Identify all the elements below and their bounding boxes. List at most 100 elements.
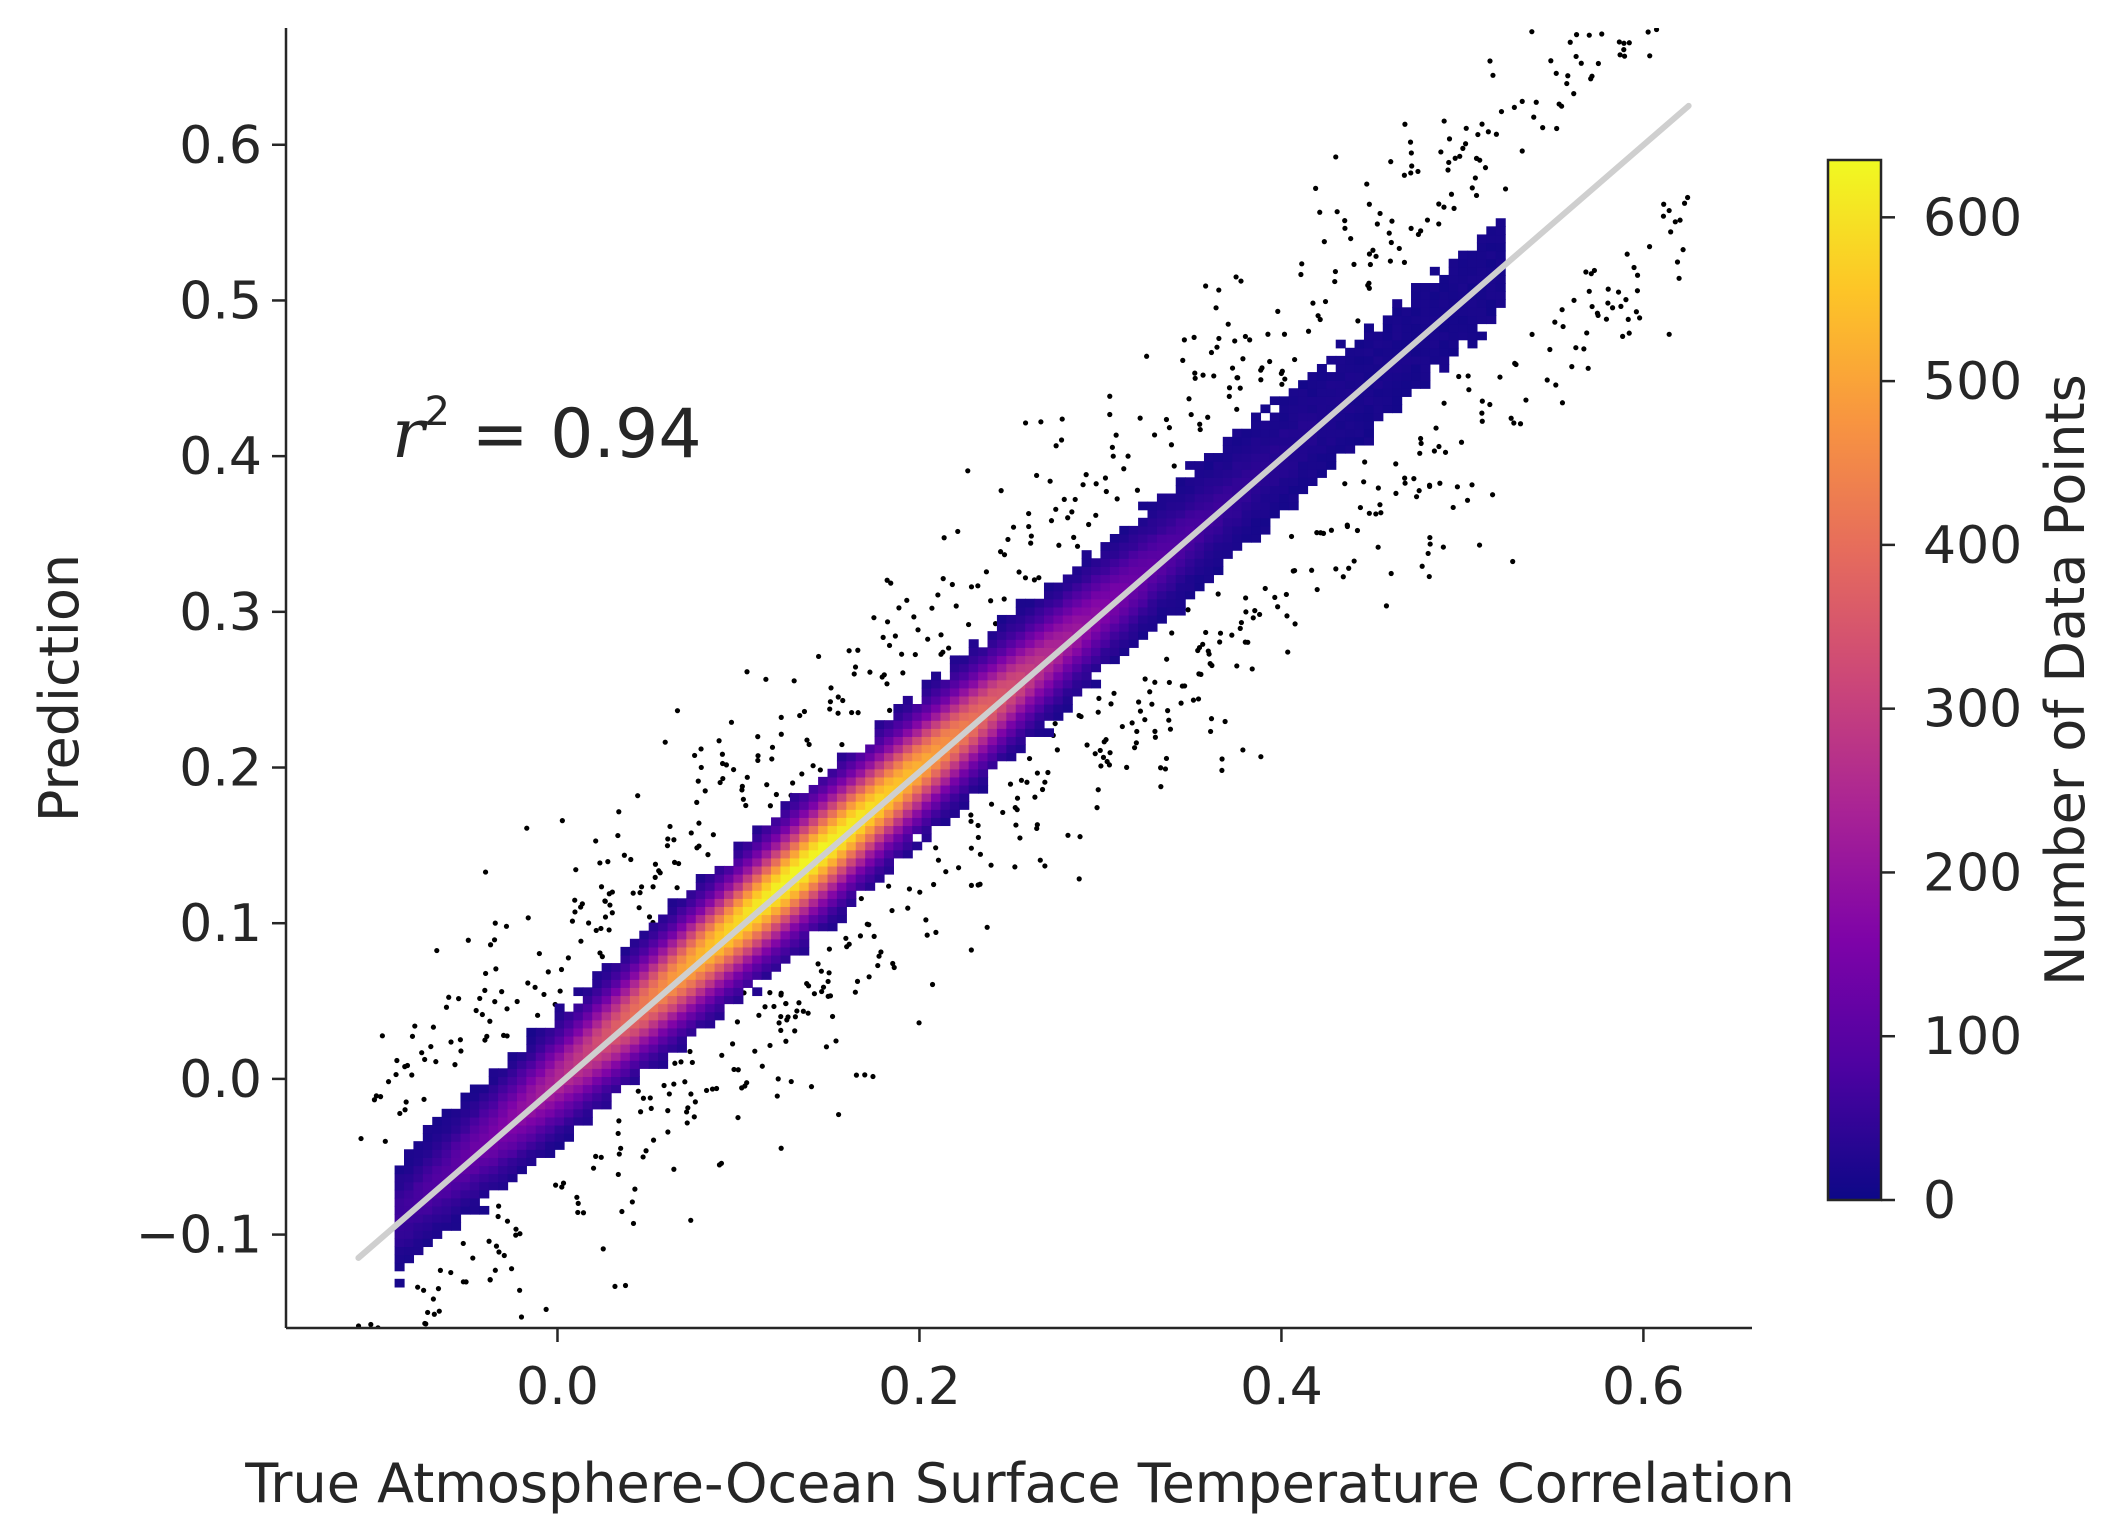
heatmap-cell <box>1222 444 1233 454</box>
outlier-point <box>975 583 981 589</box>
heatmap-cell <box>1232 517 1243 527</box>
heatmap-cell <box>714 1011 725 1021</box>
outlier-point <box>729 1041 736 1047</box>
outlier-point <box>1247 337 1253 343</box>
outlier-point <box>827 993 834 999</box>
outlier-point <box>808 1084 815 1090</box>
outlier-point <box>1599 31 1605 37</box>
heatmap-cell <box>1194 542 1205 551</box>
heatmap-cell <box>592 1052 603 1061</box>
heatmap-cell <box>1119 598 1130 608</box>
heatmap-cell <box>695 1011 706 1021</box>
heatmap-cell <box>554 1003 565 1013</box>
heatmap-cell <box>1298 396 1309 406</box>
heatmap-cell <box>507 1141 518 1150</box>
heatmap-cell <box>526 1027 537 1037</box>
outlier-point <box>602 914 609 920</box>
heatmap-cell <box>1345 372 1356 381</box>
heatmap-cell <box>1222 533 1233 543</box>
outlier-point <box>1332 278 1338 285</box>
outlier-point <box>437 1267 444 1273</box>
outlier-point <box>1482 165 1489 171</box>
heatmap-cell <box>1288 404 1299 414</box>
heatmap-cell <box>1439 291 1450 300</box>
outlier-point <box>678 1059 684 1065</box>
heatmap-cell <box>432 1124 443 1134</box>
outlier-point <box>968 845 974 851</box>
outlier-point <box>924 932 930 938</box>
heatmap-cell <box>1034 695 1045 705</box>
heatmap-cell <box>902 784 913 794</box>
heatmap-cell <box>1138 550 1149 559</box>
heatmap-cell <box>789 833 800 843</box>
heatmap-cell <box>1156 582 1167 592</box>
heatmap-cell <box>441 1189 452 1199</box>
heatmap-cell <box>1495 274 1506 284</box>
heatmap-cell <box>1392 380 1403 389</box>
heatmap-cell <box>733 995 744 1005</box>
heatmap-cell <box>629 954 640 964</box>
heatmap-cell <box>808 849 819 859</box>
heatmap-cell <box>1392 396 1403 406</box>
outlier-point <box>665 836 671 842</box>
outlier-point <box>382 1138 388 1144</box>
heatmap-cell <box>1448 315 1459 325</box>
outlier-point <box>597 950 603 956</box>
outlier-point <box>482 1037 488 1043</box>
heatmap-cell <box>1062 663 1073 673</box>
outlier-point <box>615 1130 621 1137</box>
outlier-point <box>878 949 884 955</box>
outlier-point <box>1547 346 1553 353</box>
heatmap-cell <box>1100 590 1111 600</box>
heatmap-cell <box>912 712 923 721</box>
heatmap-cell <box>883 768 894 778</box>
outlier-point <box>1370 247 1376 253</box>
outlier-point <box>1418 440 1424 446</box>
heatmap-cell <box>1307 396 1318 406</box>
colorbar-tick-label: 300 <box>1923 680 2022 740</box>
heatmap-cell <box>996 647 1007 657</box>
outlier-point <box>1389 218 1395 224</box>
heatmap-cell <box>1298 380 1309 389</box>
outlier-point <box>1436 443 1442 450</box>
heatmap-cell <box>1316 363 1327 373</box>
heatmap-cell <box>1260 428 1271 438</box>
heatmap-cell <box>573 1035 584 1045</box>
outlier-point <box>695 778 701 784</box>
outlier-point <box>713 1085 720 1092</box>
heatmap-cell <box>667 914 678 924</box>
heatmap-cell <box>705 1011 716 1021</box>
heatmap-cell <box>1025 704 1036 713</box>
heatmap-cell <box>441 1165 452 1175</box>
heatmap-cell <box>1429 266 1440 276</box>
heatmap-cell <box>846 809 857 818</box>
outlier-point <box>1552 319 1558 325</box>
heatmap-cell <box>1081 663 1092 673</box>
heatmap-cell <box>1288 469 1299 478</box>
heatmap-cell <box>921 768 932 778</box>
outlier-point <box>1393 490 1399 496</box>
heatmap-cell <box>931 687 942 697</box>
heatmap-cell <box>902 801 913 810</box>
heatmap-cell <box>648 979 659 988</box>
heatmap-cell <box>1081 631 1092 640</box>
outlier-point <box>621 852 627 858</box>
heatmap-cell <box>1156 566 1167 576</box>
outlier-point <box>1284 613 1290 619</box>
heatmap-cell <box>1025 647 1036 657</box>
outlier-point <box>545 969 551 975</box>
heatmap-cell <box>1401 380 1412 389</box>
heatmap-cell <box>827 914 838 924</box>
heatmap-cell <box>705 995 716 1005</box>
outlier-point <box>1493 131 1500 137</box>
heatmap-cell <box>1025 631 1036 640</box>
outlier-point <box>1166 717 1172 723</box>
heatmap-cell <box>516 1133 527 1142</box>
x-tick-label: 0.2 <box>878 1357 961 1417</box>
heatmap-cell <box>469 1173 480 1183</box>
outlier-point <box>1634 272 1641 278</box>
heatmap-cell <box>1072 679 1083 689</box>
outlier-point <box>1624 251 1630 257</box>
heatmap-cell <box>601 1044 612 1053</box>
outlier-point <box>955 528 961 535</box>
